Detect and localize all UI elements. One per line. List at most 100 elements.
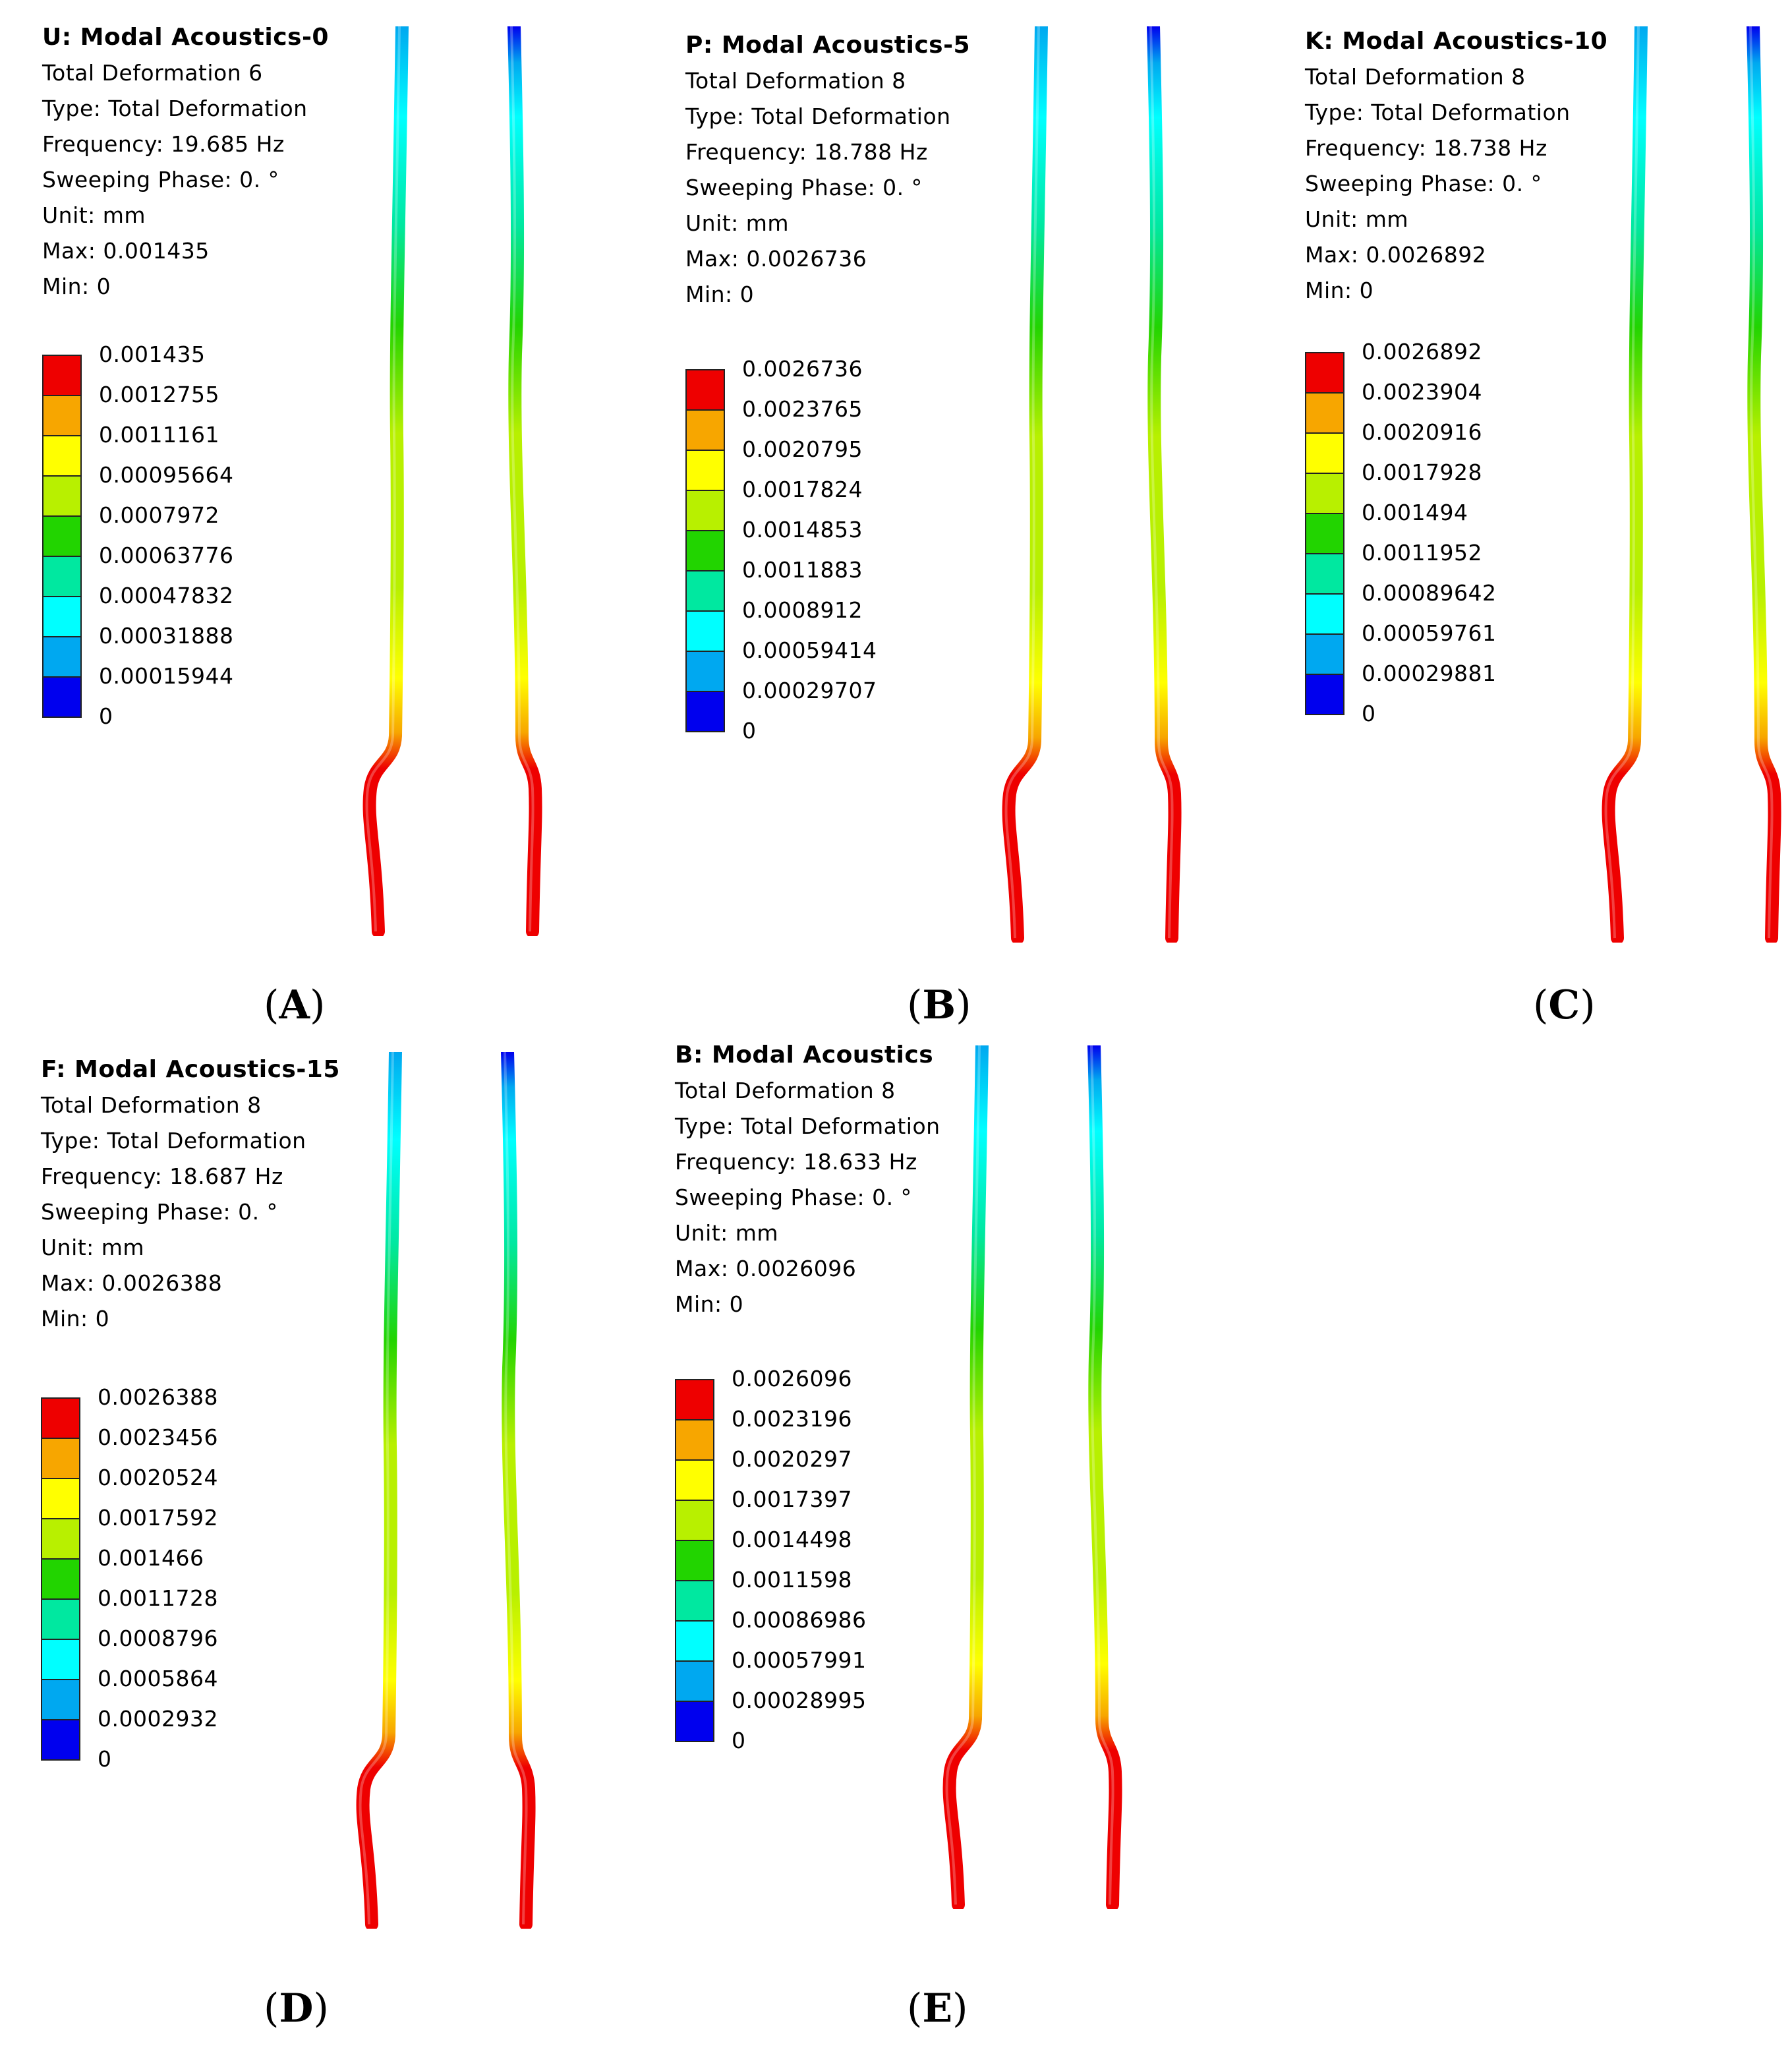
max-label: Max: 0.0026388: [41, 1270, 223, 1296]
result-info: U: Modal Acoustics-0 Total Deformation 6…: [42, 20, 329, 305]
legend-value: 0.00028995: [732, 1687, 867, 1713]
legend-swatch: [1305, 674, 1344, 715]
right-tube-highlight: [1149, 26, 1174, 939]
unit-label: Unit: mm: [675, 1220, 779, 1246]
sweeping-phase-label: Sweeping Phase: 0. °: [685, 175, 923, 200]
left-tube: [362, 26, 409, 936]
legend-value: 0.00095664: [99, 462, 234, 488]
legend-swatch: [41, 1719, 80, 1761]
result-info: P: Modal Acoustics-5 Total Deformation 8…: [685, 28, 970, 312]
caption-letter: C: [1548, 982, 1580, 1028]
legend-swatch: [675, 1620, 714, 1662]
legend-swatch: [675, 1701, 714, 1742]
legend-swatch: [1305, 432, 1344, 474]
legend-swatch: [675, 1580, 714, 1622]
legend-value: 0.0014853: [742, 517, 863, 542]
left-tube: [356, 1052, 402, 1929]
left-tube: [1602, 26, 1648, 943]
legend-value: 0: [742, 718, 757, 744]
legend-swatch: [675, 1500, 714, 1541]
left-tube-highlight: [359, 1052, 394, 1925]
min-label: Min: 0: [675, 1291, 744, 1317]
legend-swatch: [685, 651, 725, 692]
caption-a: (A): [264, 982, 326, 1028]
deformation-label: Total Deformation 8: [685, 68, 906, 94]
unit-label: Unit: mm: [41, 1235, 145, 1260]
legend-value: 0.001466: [98, 1545, 204, 1571]
legend-swatch: [685, 530, 725, 571]
min-label: Min: 0: [42, 274, 111, 299]
legend-value: 0.0017824: [742, 477, 863, 502]
deformation-model: [942, 1045, 1122, 1909]
left-tube: [942, 1045, 989, 1909]
max-label: Max: 0.0026096: [675, 1256, 857, 1281]
legend-swatch: [41, 1558, 80, 1600]
result-title: F: Modal Acoustics-15: [41, 1056, 340, 1083]
legend-value: 0: [1362, 701, 1376, 726]
caption-letter: E: [922, 1985, 953, 2032]
frequency-label: Frequency: 18.738 Hz: [1305, 135, 1547, 161]
legend-swatch: [1305, 392, 1344, 434]
legend-value: 0.0023765: [742, 396, 863, 422]
legend-value: 0.0012755: [99, 382, 219, 407]
deformation-label: Total Deformation 8: [1305, 64, 1526, 90]
right-tube-highlight: [1749, 26, 1774, 939]
legend-swatch: [41, 1518, 80, 1560]
right-tube: [501, 1052, 536, 1929]
result-title: K: Modal Acoustics-10: [1305, 28, 1608, 55]
legend-value: 0.0020916: [1362, 419, 1482, 445]
legend-value: 0.0011598: [732, 1567, 852, 1593]
deformation-model: [1602, 26, 1781, 943]
legend-value: 0.0026096: [732, 1366, 852, 1391]
legend-value: 0.001435: [99, 341, 206, 367]
frequency-label: Frequency: 18.687 Hz: [41, 1163, 283, 1189]
legend-value: 0.0023904: [1362, 379, 1482, 405]
caption-b: (B): [907, 982, 971, 1028]
frequency-label: Frequency: 18.633 Hz: [675, 1149, 917, 1175]
type-label: Type: Total Deformation: [1305, 100, 1571, 125]
legend-value: 0.0002932: [98, 1706, 218, 1732]
right-tube: [1087, 1045, 1122, 1909]
legend-value: 0.00089642: [1362, 580, 1497, 606]
legend-value: 0: [732, 1728, 746, 1753]
right-tube-highlight: [504, 1052, 528, 1925]
legend-swatch: [1305, 633, 1344, 675]
legend-value: 0.0011883: [742, 557, 863, 583]
legend-swatch: [41, 1639, 80, 1680]
legend-value: 0.00029707: [742, 678, 877, 703]
caption-letter: A: [279, 982, 310, 1028]
legend-swatch: [42, 395, 82, 436]
legend-value: 0.00047832: [99, 583, 234, 608]
deformation-label: Total Deformation 6: [42, 60, 263, 86]
deformation-label: Total Deformation 8: [41, 1092, 262, 1118]
caption-c: (C): [1533, 982, 1596, 1028]
right-tube: [507, 26, 542, 936]
caption-letter: D: [279, 1985, 314, 2032]
legend-swatch: [1305, 553, 1344, 595]
result-info: K: Modal Acoustics-10 Total Deformation …: [1305, 24, 1607, 308]
result-title: B: Modal Acoustics: [675, 1041, 934, 1068]
legend-swatch: [42, 676, 82, 718]
legend-value: 0.00063776: [99, 542, 234, 568]
max-label: Max: 0.0026736: [685, 246, 867, 272]
legend-swatch: [42, 636, 82, 678]
legend-value: 0.0017592: [98, 1505, 218, 1531]
legend-swatch: [1305, 473, 1344, 514]
legend-value: 0.00059761: [1362, 620, 1497, 646]
legend-value: 0.0014498: [732, 1527, 852, 1552]
result-info: B: Modal Acoustics Total Deformation 8 T…: [675, 1038, 940, 1322]
legend-swatch: [42, 355, 82, 396]
legend-swatch: [1305, 352, 1344, 394]
legend-value: 0: [99, 703, 113, 729]
right-tube-highlight: [1090, 1045, 1114, 1905]
legend-value: 0.00015944: [99, 663, 234, 689]
legend-swatch: [41, 1438, 80, 1479]
panel-e: B: Modal Acoustics Total Deformation 8 T…: [675, 1038, 1268, 2026]
deformation-model: [362, 26, 542, 936]
left-tube-highlight: [365, 26, 401, 932]
legend-swatch: [675, 1419, 714, 1461]
legend-value: 0.0007972: [99, 502, 219, 528]
caption-letter: B: [922, 982, 956, 1028]
legend-swatch: [1305, 513, 1344, 554]
legend-value: 0.00031888: [99, 623, 234, 649]
